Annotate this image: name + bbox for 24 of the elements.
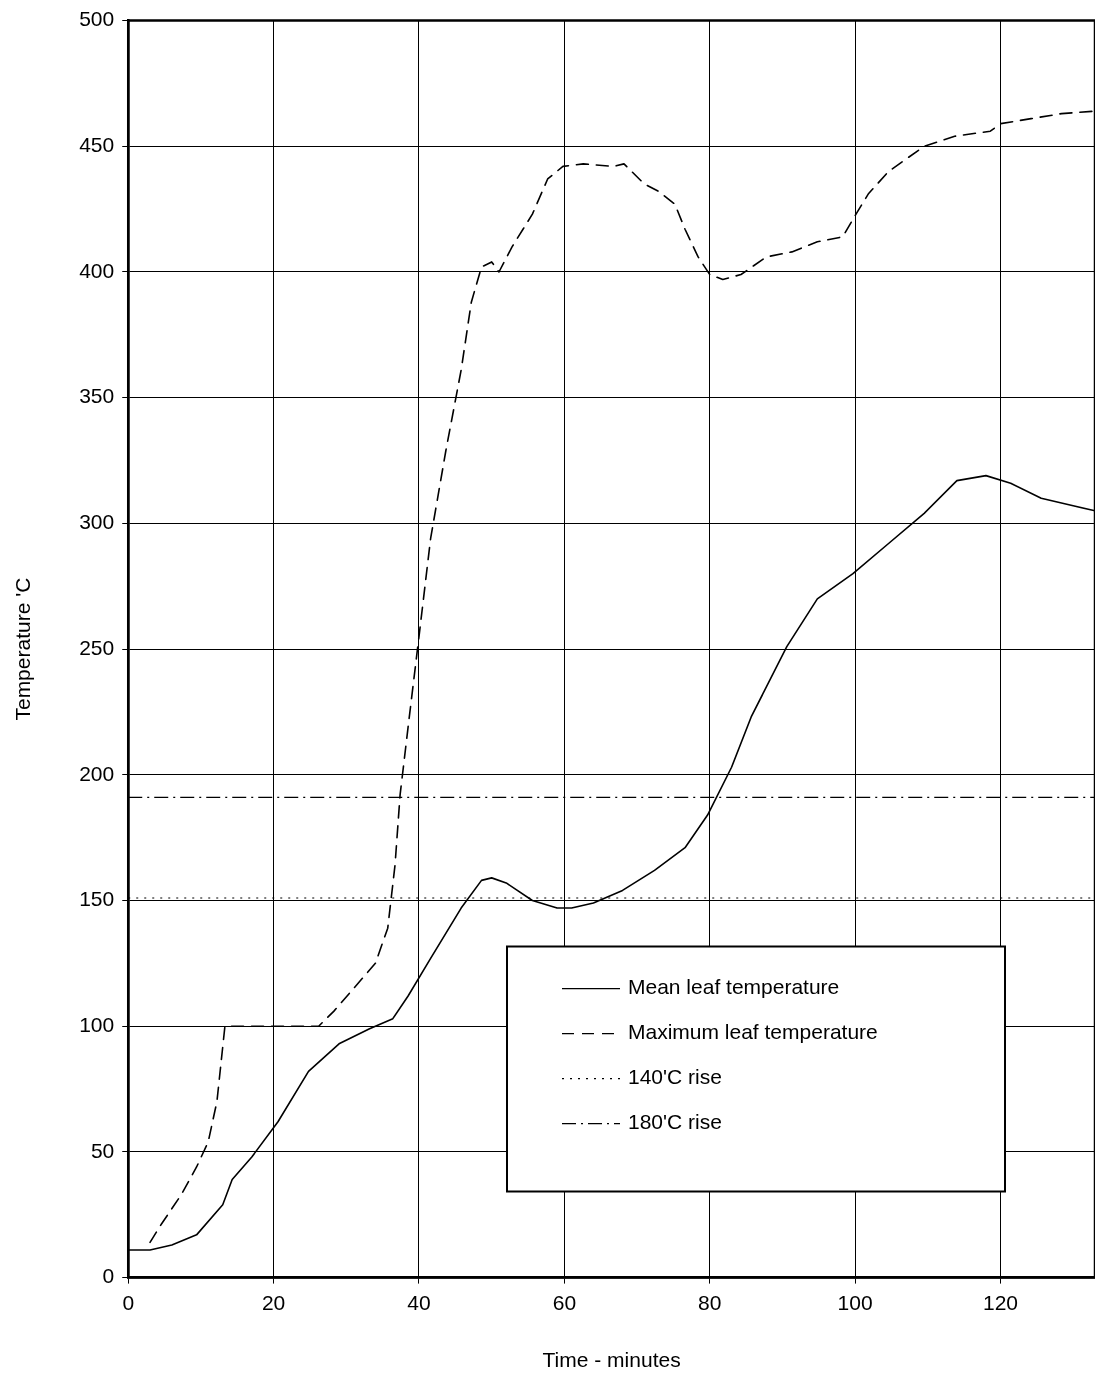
x-tick-label: 100 — [837, 1291, 873, 1314]
x-axis-title: Time - minutes — [542, 1348, 681, 1372]
y-tick-label: 400 — [79, 258, 115, 282]
y-tick-label: 500 — [79, 7, 115, 31]
x-tick-label: 0 — [122, 1291, 135, 1314]
y-tick-label: 200 — [79, 761, 115, 785]
y-tick-label: 250 — [79, 635, 115, 659]
y-tick-label: 350 — [79, 384, 115, 408]
x-tick-label: 40 — [407, 1291, 431, 1314]
y-tick-label: 300 — [79, 510, 115, 534]
legend-label: 180'C rise — [628, 1110, 722, 1134]
y-tick-label: 450 — [79, 133, 115, 157]
legend-label: Maximum leaf temperature — [628, 1020, 878, 1044]
x-tick-label: 60 — [552, 1291, 577, 1314]
legend-label: 140'C rise — [628, 1065, 722, 1089]
x-tick-label: 120 — [982, 1291, 1019, 1314]
x-tick-label: 20 — [261, 1291, 286, 1314]
y-tick-label: 150 — [79, 887, 115, 911]
y-tick-label: 100 — [79, 1013, 115, 1036]
legend-label: Mean leaf temperature — [628, 975, 840, 999]
x-tick-label: 80 — [698, 1291, 722, 1314]
y-axis-title: Temperature 'C — [11, 577, 35, 721]
y-tick-label: 50 — [90, 1138, 115, 1162]
y-tick-label: 0 — [102, 1264, 115, 1288]
